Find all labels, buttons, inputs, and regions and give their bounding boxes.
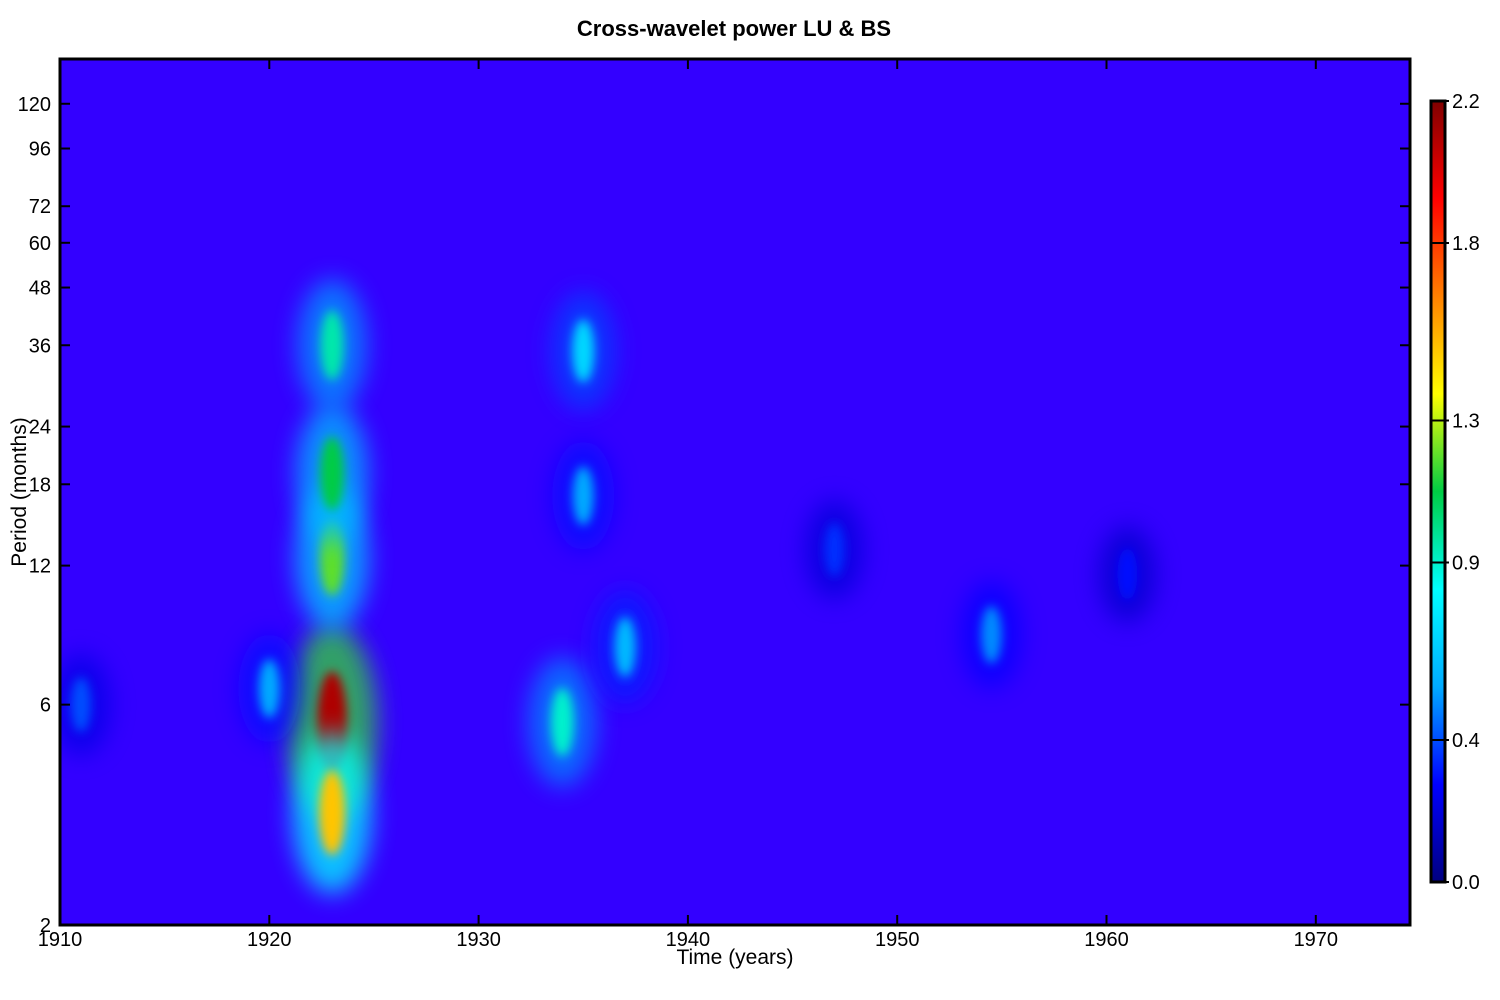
y-tick-label: 60 (29, 233, 51, 255)
chart-title: Cross-wavelet power LU & BS (576, 16, 892, 41)
heatmap-feature (1098, 525, 1157, 623)
plot-frame (58, 57, 1412, 927)
x-tick-label: 1940 (666, 929, 711, 951)
y-tick-label: 2 (40, 915, 51, 937)
heatmap-feature (960, 581, 1022, 689)
heatmap-feature (593, 590, 657, 704)
x-tick-label: 1920 (247, 929, 292, 951)
x-tick-label: 1910 (38, 929, 83, 951)
x-tick-label: 1960 (1084, 929, 1129, 951)
heatmap-feature (238, 633, 301, 744)
heatmap-features (60, 279, 1157, 894)
colorbar-tick-label: 2.2 (1452, 91, 1480, 113)
heatmap-feature (805, 500, 864, 600)
heatmap-feature (550, 291, 616, 410)
heatmap-feature (297, 279, 367, 412)
y-tick-label: 36 (29, 335, 51, 357)
x-axis-label: Time (years) (676, 946, 794, 969)
y-tick-label: 6 (40, 695, 51, 717)
y-tick-label: 48 (29, 278, 51, 300)
x-tick-label: 1930 (456, 929, 501, 951)
x-tick-label: 1970 (1294, 929, 1339, 951)
axis-ticks: 1910 1920 1930 1940 1950 1960 1970 2 6 12 18 24 36 48… (18, 59, 1410, 951)
y-tick-label: 18 (29, 474, 51, 496)
heatmap-feature (296, 403, 369, 544)
y-tick-label: 72 (29, 196, 51, 218)
heatmap-feature (292, 731, 372, 894)
colorbar-ticks: 0.0 0.4 0.9 1.3 1.8 2.2 (1431, 91, 1480, 894)
y-tick-label: 24 (29, 417, 51, 439)
colorbar-tick-label: 0.0 (1452, 872, 1480, 894)
colorbar (1429, 99, 1447, 884)
heatmap-feature (60, 653, 111, 756)
x-tick-label: 1950 (875, 929, 920, 951)
heatmap-feature (552, 440, 615, 551)
colorbar-tick-label: 1.8 (1452, 233, 1480, 255)
y-tick-label: 12 (29, 556, 51, 578)
y-tick-label: 120 (18, 94, 51, 116)
y-tick-label: 96 (29, 139, 51, 161)
heatmap-feature (528, 657, 597, 787)
colorbar-tick-label: 1.3 (1452, 411, 1480, 433)
heatmap-background (60, 59, 1410, 925)
colorbar-tick-label: 0.4 (1452, 730, 1480, 752)
colorbar-tick-label: 0.9 (1452, 553, 1480, 575)
